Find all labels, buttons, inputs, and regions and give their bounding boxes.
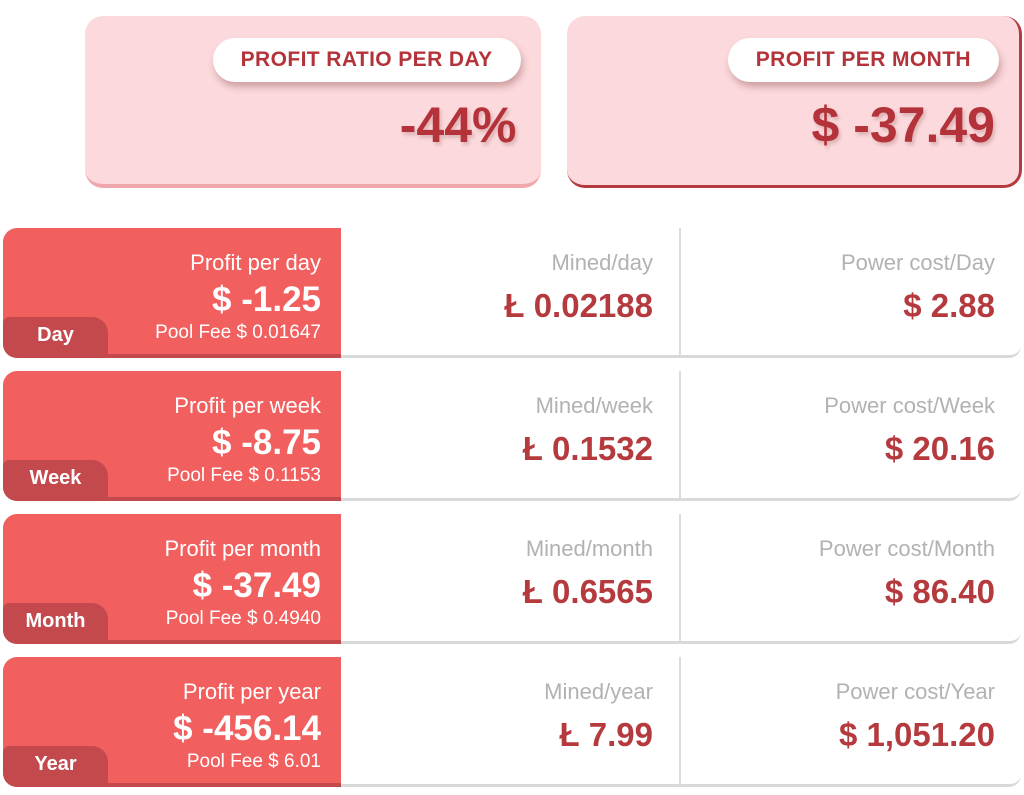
mined-label: Mined/week [535, 393, 653, 418]
period-tab-month: Month [3, 603, 108, 644]
pool-fee: Pool Fee $ 6.01 [186, 750, 321, 772]
profit-per-month-value: $ -37.49 [811, 97, 995, 153]
profit-value: $ -1.25 [212, 280, 321, 320]
mined-label: Mined/month [525, 536, 653, 561]
power-cost-cell-day: Power cost/Day $ 2.88 [681, 228, 1021, 358]
mined-label: Mined/year [544, 679, 653, 704]
mined-cell-month: Mined/month Ł 0.6565 [341, 514, 681, 644]
profit-per-month-badge-label: PROFIT PER MONTH [755, 48, 971, 71]
profit-cell-week: Profit per week $ -8.75 Pool Fee $ 0.115… [3, 371, 341, 501]
power-cost-cell-year: Power cost/Year $ 1,051.20 [681, 657, 1021, 787]
period-tab-label: Year [34, 752, 77, 775]
profit-ratio-value: -44% [399, 97, 517, 153]
profit-per-month-badge: PROFIT PER MONTH [727, 38, 999, 82]
power-cost-value: $ 86.40 [884, 573, 995, 611]
profit-value: $ -456.14 [173, 709, 321, 749]
power-cost-label: Power cost/Day [840, 250, 995, 275]
profit-ratio-badge: PROFIT RATIO PER DAY [212, 38, 521, 82]
profit-value: $ -37.49 [192, 566, 321, 606]
profit-cell-month: Profit per month $ -37.49 Pool Fee $ 0.4… [3, 514, 341, 644]
mined-cell-day: Mined/day Ł 0.02188 [341, 228, 681, 358]
pool-fee: Pool Fee $ 0.4940 [165, 607, 321, 629]
power-cost-cell-month: Power cost/Month $ 86.40 [681, 514, 1021, 644]
power-cost-cell-week: Power cost/Week $ 20.16 [681, 371, 1021, 501]
profit-cell-day: Profit per day $ -1.25 Pool Fee $ 0.0164… [3, 228, 341, 358]
period-row-week: Profit per week $ -8.75 Pool Fee $ 0.115… [3, 371, 1021, 501]
profit-label: Profit per week [174, 393, 321, 418]
mined-value: Ł 0.6565 [522, 573, 653, 611]
profit-ratio-badge-label: PROFIT RATIO PER DAY [240, 48, 493, 71]
summary-section: PROFIT RATIO PER DAY -44% PROFIT PER MON… [0, 0, 1024, 188]
period-tab-week: Week [3, 460, 108, 501]
power-cost-label: Power cost/Week [824, 393, 995, 418]
period-tab-label: Day [37, 323, 74, 346]
profit-ratio-card: PROFIT RATIO PER DAY -44% [85, 16, 541, 188]
mined-cell-year: Mined/year Ł 7.99 [341, 657, 681, 787]
period-row-year: Profit per year $ -456.14 Pool Fee $ 6.0… [3, 657, 1021, 787]
pool-fee: Pool Fee $ 0.01647 [155, 321, 321, 343]
profit-per-month-card: PROFIT PER MONTH $ -37.49 [566, 16, 1022, 188]
period-rows: Profit per day $ -1.25 Pool Fee $ 0.0164… [3, 228, 1021, 787]
pool-fee: Pool Fee $ 0.1153 [167, 464, 321, 486]
period-tab-year: Year [3, 746, 108, 787]
period-row-day: Profit per day $ -1.25 Pool Fee $ 0.0164… [3, 228, 1021, 358]
power-cost-value: $ 20.16 [884, 430, 995, 468]
mined-value: Ł 7.99 [559, 716, 653, 754]
profit-label: Profit per day [190, 250, 321, 275]
mined-value: Ł 0.02188 [504, 287, 653, 325]
period-row-month: Profit per month $ -37.49 Pool Fee $ 0.4… [3, 514, 1021, 644]
profit-label: Profit per month [164, 536, 321, 561]
mined-label: Mined/day [551, 250, 653, 275]
power-cost-value: $ 2.88 [903, 287, 995, 325]
profit-cell-year: Profit per year $ -456.14 Pool Fee $ 6.0… [3, 657, 341, 787]
power-cost-value: $ 1,051.20 [839, 716, 995, 754]
period-tab-day: Day [3, 317, 108, 358]
power-cost-label: Power cost/Month [818, 536, 995, 561]
period-tab-label: Month [25, 609, 86, 632]
period-tab-label: Week [29, 466, 82, 489]
power-cost-label: Power cost/Year [835, 679, 995, 704]
mined-value: Ł 0.1532 [522, 430, 653, 468]
profit-value: $ -8.75 [212, 423, 321, 463]
mined-cell-week: Mined/week Ł 0.1532 [341, 371, 681, 501]
profit-label: Profit per year [182, 679, 321, 704]
